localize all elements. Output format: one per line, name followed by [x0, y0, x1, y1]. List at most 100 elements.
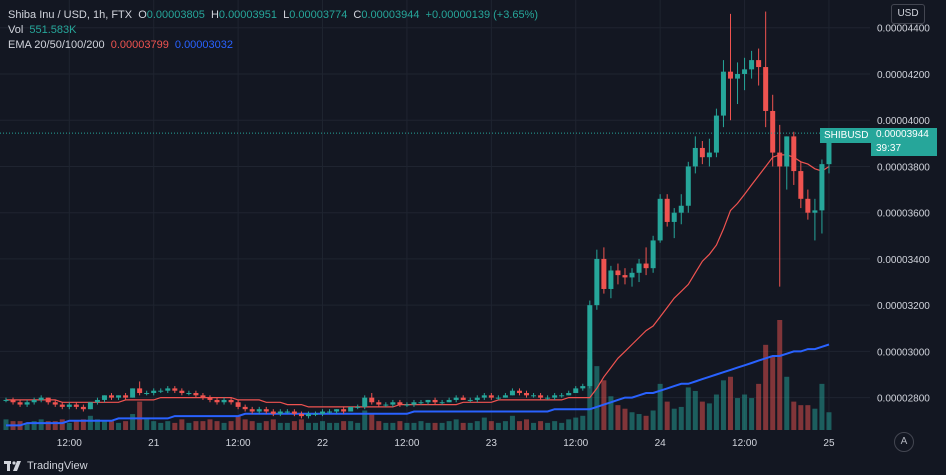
candle-body — [559, 395, 565, 397]
time-tick-label: 23 — [486, 438, 498, 449]
close-value: 0.00003944 — [361, 9, 420, 21]
tradingview-logo-icon[interactable] — [4, 461, 22, 472]
candle — [3, 397, 9, 403]
candle — [52, 399, 58, 407]
volume-row: Vol 551.583K — [8, 23, 541, 38]
price-axis[interactable]: 0.00002800 0.00003000 0.00003200 0.00003400… — [877, 24, 930, 405]
candle-body — [720, 71, 726, 116]
time-axis[interactable]: 12:00 21 12:00 22 12:00 23 12:00 24 12:00 25 — [57, 438, 835, 449]
candle — [109, 393, 115, 400]
candle — [601, 247, 607, 294]
open-value: 0.00003805 — [146, 9, 205, 21]
candle — [615, 263, 621, 285]
candle — [298, 411, 304, 419]
volume-label[interactable]: Vol — [8, 24, 24, 36]
candle-body — [263, 409, 269, 412]
currency-button[interactable]: USD — [891, 4, 925, 24]
candle — [327, 409, 333, 414]
volume-bar — [383, 422, 389, 430]
price-tick-label: 0.00003400 — [877, 255, 930, 266]
candle — [369, 393, 375, 405]
candle-body — [425, 399, 431, 403]
volume-bar — [207, 419, 213, 430]
candle — [650, 235, 656, 273]
auto-scale-button[interactable]: A — [894, 432, 914, 452]
volume-bar — [87, 415, 93, 430]
brand-footer: TradingView — [0, 458, 946, 475]
candle — [137, 381, 143, 396]
volume-bar — [305, 422, 311, 430]
candle — [179, 388, 185, 396]
volume-bar — [334, 422, 340, 430]
candle — [524, 390, 530, 398]
volume-bar — [784, 376, 790, 430]
candle — [172, 386, 178, 394]
time-tick-label: 22 — [317, 438, 329, 449]
candle — [622, 268, 628, 285]
candle-body — [545, 397, 551, 399]
candle — [671, 208, 677, 239]
candle-body — [812, 210, 818, 213]
candle — [777, 124, 783, 287]
volume-bar — [713, 394, 719, 430]
volume-bar — [805, 405, 811, 430]
ohlc-row: Shiba Inu / USD, 1h, FTX O0.00003805 H0.… — [8, 8, 541, 23]
candle — [735, 62, 741, 105]
candle — [418, 399, 424, 405]
candle-body — [235, 402, 241, 407]
time-tick-label: 12:00 — [394, 438, 419, 449]
volume-bar — [24, 422, 30, 430]
volume-bar — [59, 419, 65, 430]
candle — [221, 397, 227, 405]
bar-countdown: 39:37 — [876, 143, 902, 154]
candle — [228, 397, 234, 405]
candle-body — [453, 397, 459, 400]
ema20-value: 0.00003799 — [110, 39, 169, 51]
candle — [284, 409, 290, 414]
low-value: 0.00003774 — [289, 9, 348, 21]
candle-body — [193, 393, 199, 396]
volume-bar — [439, 422, 445, 430]
volume-bar — [671, 408, 677, 430]
candle-body — [123, 395, 129, 398]
ema20-path — [6, 154, 830, 408]
symbol-title[interactable]: Shiba Inu / USD, 1h, FTX — [8, 9, 133, 21]
candle — [130, 388, 136, 398]
candle-body — [805, 198, 811, 213]
chart-legend: Shiba Inu / USD, 1h, FTX O0.00003805 H0.… — [8, 8, 541, 53]
candle-body — [573, 388, 579, 394]
candle — [291, 409, 297, 417]
ema-label[interactable]: EMA 20/50/100/200 — [8, 39, 105, 51]
candle-body — [594, 258, 600, 306]
candle — [727, 13, 733, 121]
candle-body — [116, 395, 122, 398]
candle — [770, 94, 776, 167]
volume-bar — [327, 422, 333, 430]
candle-body — [791, 136, 797, 172]
volume-bar — [460, 422, 466, 430]
price-chart[interactable]: 0.00002800 0.00003000 0.00003200 0.00003400… — [0, 0, 946, 458]
time-tick-label: 12:00 — [57, 438, 82, 449]
candle — [10, 397, 16, 405]
candle — [545, 395, 551, 400]
volume-bar — [362, 410, 368, 430]
candle-body — [59, 404, 65, 407]
candle — [80, 404, 86, 412]
volume-bar — [249, 421, 255, 430]
volume-bar — [819, 383, 825, 430]
candle — [798, 161, 804, 209]
candle — [502, 393, 508, 398]
candle — [305, 411, 311, 419]
volume-bar — [791, 401, 797, 430]
candle — [59, 402, 65, 410]
volume-bar — [298, 419, 304, 430]
price-tick-label: 0.00003800 — [877, 162, 930, 173]
brand-name[interactable]: TradingView — [27, 460, 88, 472]
volume-bar — [256, 422, 262, 430]
candle — [397, 399, 403, 407]
candle-body — [706, 152, 712, 158]
candle-body — [587, 305, 593, 387]
time-tick-label: 25 — [823, 438, 835, 449]
candle — [390, 399, 396, 407]
candle — [749, 50, 755, 79]
